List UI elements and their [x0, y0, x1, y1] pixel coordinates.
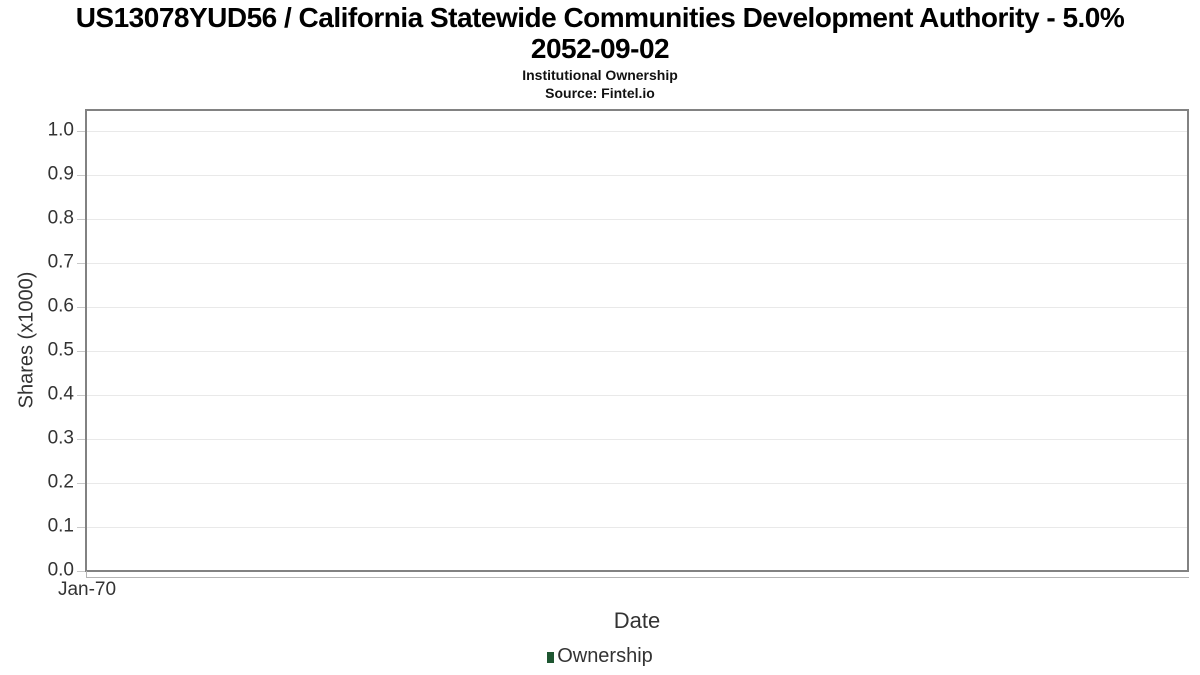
- ownership-series-marker-icon: [547, 652, 555, 663]
- chart-source: Source: Fintel.io: [545, 85, 655, 101]
- plot-area: [85, 109, 1189, 572]
- x-axis-label: Date: [613, 608, 661, 633]
- y-tick-mark: [77, 219, 85, 220]
- y-gridline: [87, 175, 1187, 176]
- y-tick-label: 0.5: [47, 339, 74, 361]
- chart-title: US13078YUD56 / California Statewide Comm…: [0, 2, 1200, 64]
- y-gridline: [87, 131, 1187, 132]
- y-tick-label: 0.3: [47, 427, 74, 449]
- y-gridline: [87, 307, 1187, 308]
- y-tick-label: 0.4: [47, 383, 74, 405]
- legend: Ownership: [0, 645, 1200, 668]
- y-tick-label: 0.6: [47, 295, 74, 317]
- y-tick-label: 0.9: [47, 163, 74, 185]
- y-tick-mark: [77, 483, 85, 484]
- y-tick-label: 0.0: [47, 559, 74, 581]
- y-tick-label: 0.2: [47, 471, 74, 493]
- y-gridline: [87, 483, 1187, 484]
- y-gridline: [87, 395, 1187, 396]
- y-tick-label: 0.1: [47, 515, 74, 537]
- y-gridline: [87, 219, 1187, 220]
- chart-title-line2: 2052-09-02: [530, 33, 670, 64]
- y-tick-mark: [77, 439, 85, 440]
- legend-item-ownership[interactable]: Ownership: [547, 645, 653, 668]
- y-gridline: [87, 263, 1187, 264]
- y-gridline: [87, 351, 1187, 352]
- y-tick-label: 0.7: [47, 251, 74, 273]
- y-tick-mark: [77, 395, 85, 396]
- y-tick-mark: [77, 263, 85, 264]
- y-tick-label: 1.0: [47, 119, 74, 141]
- y-tick-label: 0.8: [47, 207, 74, 229]
- chart-title-line1: US13078YUD56 / California Statewide Comm…: [75, 2, 1125, 33]
- x-axis-line: [86, 577, 1189, 578]
- y-tick-mark: [77, 571, 85, 572]
- y-tick-mark: [77, 131, 85, 132]
- y-tick-mark: [77, 527, 85, 528]
- x-tick-label: Jan-70: [57, 579, 117, 600]
- y-gridline: [87, 527, 1187, 528]
- chart-subtitle: Institutional Ownership: [522, 67, 678, 83]
- y-tick-mark: [77, 175, 85, 176]
- y-gridline: [87, 439, 1187, 440]
- y-tick-mark: [77, 351, 85, 352]
- legend-label-ownership: Ownership: [557, 645, 653, 667]
- y-tick-mark: [77, 307, 85, 308]
- x-axis-tick: [86, 571, 87, 578]
